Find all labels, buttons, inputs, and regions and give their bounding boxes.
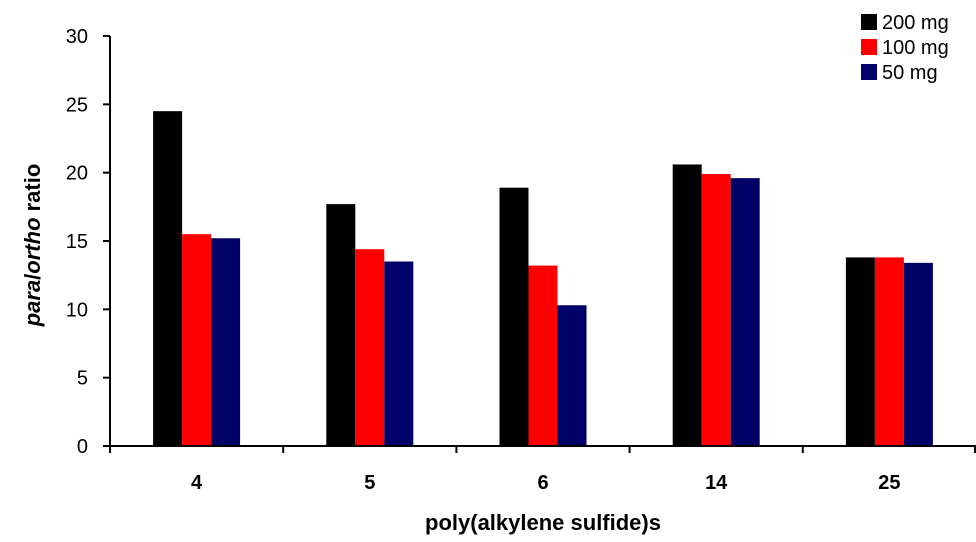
bar-4-100mg (182, 234, 212, 446)
x-category-label: 25 (878, 472, 900, 494)
legend-label: 200 mg (882, 12, 949, 34)
bar-6-100mg (528, 265, 558, 446)
x-category-label: 4 (191, 472, 203, 494)
bar-5-200mg (326, 204, 356, 446)
bar-25-100mg (874, 257, 904, 446)
bar-4-50mg (211, 238, 241, 446)
x-axis-title: poly(alkylene sulfide)s (425, 510, 661, 535)
y-tick-label: 30 (66, 26, 88, 48)
x-category-label: 14 (705, 472, 728, 494)
y-tick-label: 10 (66, 299, 88, 321)
y-axis-title-part1: para (20, 280, 45, 327)
y-tick-label: 15 (66, 231, 88, 253)
legend-swatch (861, 39, 877, 55)
bar-4-200mg (153, 111, 183, 447)
y-tick-label: 0 (77, 436, 88, 458)
legend-swatch (861, 14, 877, 30)
y-axis-title-part2: ortho (20, 217, 45, 273)
bar-25-200mg (845, 257, 875, 446)
bar-25-50mg (903, 262, 933, 446)
legend-label: 50 mg (882, 62, 938, 84)
bar-14-100mg (701, 174, 731, 447)
bar-5-100mg (355, 249, 385, 446)
bars (153, 111, 933, 447)
legend-label: 100 mg (882, 37, 949, 59)
y-tick-label: 25 (66, 94, 88, 116)
x-axis: 4 5 6 14 25 (109, 445, 976, 494)
x-category-label: 5 (364, 472, 375, 494)
y-tick-label: 20 (66, 163, 88, 185)
y-axis-title: para/ortho ratio (20, 164, 45, 328)
y-axis-title-sep: / (20, 274, 45, 280)
y-tick-label: 5 (77, 368, 88, 390)
legend-swatch (861, 64, 877, 80)
legend: 200 mg 100 mg 50 mg (861, 12, 949, 84)
bar-5-50mg (384, 261, 414, 446)
bar-6-50mg (557, 305, 587, 446)
bar-6-200mg (499, 187, 529, 446)
y-axis: 0 5 10 15 20 25 30 (66, 26, 111, 458)
x-category-label: 6 (537, 472, 548, 494)
bar-14-200mg (672, 164, 702, 446)
y-axis-title-rest: ratio (20, 164, 45, 218)
bar-14-50mg (730, 178, 760, 446)
